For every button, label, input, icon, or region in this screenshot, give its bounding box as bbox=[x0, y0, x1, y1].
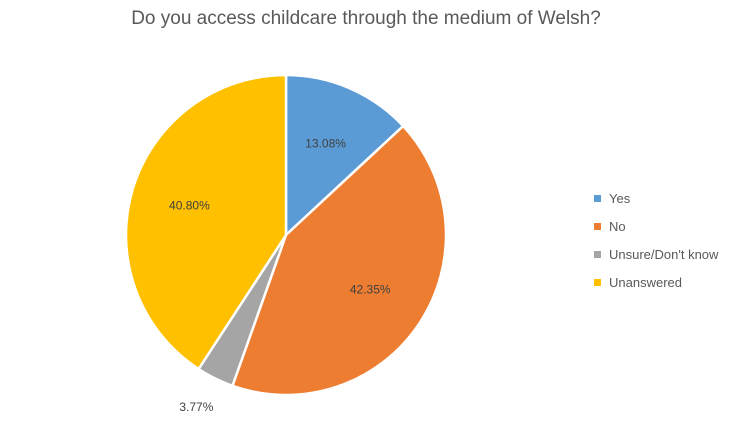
legend-item-no: No bbox=[594, 212, 718, 240]
data-label-unsure-don-t-know: 3.77% bbox=[179, 400, 213, 414]
legend-label: Unsure/Don't know bbox=[609, 246, 719, 262]
pie-slice-yes bbox=[284, 73, 405, 237]
pie-slice-unanswered bbox=[124, 73, 288, 371]
data-label-no: 42.35% bbox=[350, 283, 391, 297]
legend-swatch-unanswered bbox=[594, 278, 601, 286]
pie-slice-no bbox=[231, 124, 448, 397]
data-label-unanswered: 40.80% bbox=[169, 198, 210, 212]
legend-swatch-no bbox=[594, 222, 601, 230]
legend: Yes No Unsure/Don't know Unanswered bbox=[594, 184, 718, 296]
legend-item-unsure-don-t-know: Unsure/Don't know bbox=[594, 240, 718, 268]
legend-label: No bbox=[609, 218, 626, 234]
legend-item-unanswered: Unanswered bbox=[594, 268, 718, 296]
legend-label: Yes bbox=[609, 190, 631, 206]
pie-data-labels: 13.08% 42.35% 3.77% 40.80% bbox=[169, 136, 391, 414]
chart-title: Do you access childcare through the medi… bbox=[131, 8, 601, 29]
pie-slices bbox=[124, 73, 448, 397]
data-label-yes: 13.08% bbox=[305, 136, 346, 150]
legend-swatch-yes bbox=[594, 194, 601, 202]
legend-swatch-unsure-don-t-know bbox=[594, 250, 601, 258]
legend-item-yes: Yes bbox=[594, 184, 718, 212]
legend-label: Unanswered bbox=[609, 274, 682, 290]
